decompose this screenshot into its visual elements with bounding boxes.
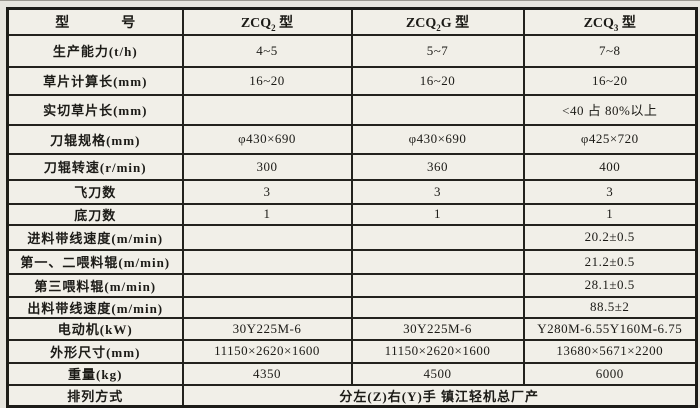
table-row: 实切草片长(mm) <40 占 80%以上 (6, 93, 698, 126)
value-cell (181, 93, 353, 126)
model-header-char-1: 型 (55, 15, 70, 31)
value-cell (350, 248, 525, 275)
value-cell: 300 (181, 152, 353, 181)
value-cell: 13680×5671×2200 (522, 338, 698, 364)
model-name: ZCQ (583, 15, 614, 31)
model-suffix: 型 (618, 15, 636, 31)
value-cell: 5~7 (350, 33, 525, 68)
value-cell (350, 272, 525, 298)
arrangement-value-cell: 分左(Z)右(Y)手 镇江轻机总厂产 (181, 383, 698, 407)
table-row: 底刀数 1 1 1 (6, 202, 698, 226)
row-label: 进料带线速度(m/min) (6, 223, 184, 251)
row-label: 外形尺寸(mm) (6, 338, 184, 364)
value-cell: 1 (522, 202, 698, 226)
value-cell: 7~8 (522, 33, 698, 68)
value-cell: 4~5 (181, 33, 353, 68)
model-suffix: 型 (275, 15, 294, 31)
row-label: 第三喂料辊(m/min) (6, 272, 184, 298)
model-name: ZCQ (405, 15, 437, 31)
model-header-title: 型 号 (11, 12, 180, 32)
scan-edge-line (0, 0, 700, 1)
value-cell (181, 295, 353, 319)
value-cell: 400 (522, 152, 698, 181)
model-name: ZCQ (240, 15, 272, 31)
value-cell: 16~20 (522, 65, 698, 96)
value-cell: 16~20 (350, 65, 525, 96)
row-label: 第一、二喂料辊(m/min) (6, 248, 184, 275)
model-subscript: 2 (436, 22, 441, 33)
column-header-zcq3: ZCQ3 型 (522, 7, 698, 36)
row-label: 生产能力(t/h) (6, 33, 184, 68)
value-cell: Y280M-6.55Y160M-6.75 (522, 316, 698, 341)
value-cell: 30Y225M-6 (181, 316, 353, 341)
table-row: 刀辊转速(r/min) 300 360 400 (6, 152, 698, 181)
value-cell: 21.2±0.5 (522, 248, 698, 275)
value-cell: 11150×2620×1600 (181, 338, 353, 364)
value-cell: 4500 (350, 361, 525, 386)
table-row: 重量(kg) 4350 4500 6000 (6, 361, 698, 386)
table-row: 出料带线速度(m/min) 88.5±2 (6, 295, 698, 319)
value-cell: 1 (181, 202, 353, 226)
row-label: 重量(kg) (6, 361, 184, 386)
model-suffix: G 型 (440, 15, 470, 31)
table-row: 外形尺寸(mm) 11150×2620×1600 11150×2620×1600 13… (6, 338, 698, 364)
value-cell (181, 223, 353, 251)
value-cell: 3 (522, 178, 698, 205)
row-label: 底刀数 (6, 202, 184, 226)
model-subscript: 2 (271, 22, 276, 33)
table-row: 第三喂料辊(m/min) 28.1±0.5 (6, 272, 698, 298)
value-cell: 3 (181, 178, 353, 205)
value-cell: 4350 (181, 361, 353, 386)
row-label: 出料带线速度(m/min) (6, 295, 184, 319)
table-row: 飞刀数 3 3 3 (6, 178, 698, 205)
value-cell: 3 (350, 178, 525, 205)
value-cell (350, 295, 525, 319)
value-cell: 28.1±0.5 (522, 272, 698, 298)
model-subscript: 3 (613, 22, 619, 33)
column-header-zcq2: ZCQ2 型 (181, 7, 353, 36)
row-label: 草片计算长(mm) (6, 65, 184, 96)
value-cell (181, 272, 353, 298)
value-cell: 30Y225M-6 (350, 316, 525, 341)
table-row: 草片计算长(mm) 16~20 16~20 16~20 (6, 65, 698, 96)
value-cell (350, 93, 525, 126)
value-cell: 11150×2620×1600 (350, 338, 525, 364)
table-row: 第一、二喂料辊(m/min) 21.2±0.5 (6, 248, 698, 275)
model-header-char-2: 号 (121, 15, 136, 31)
value-cell: 6000 (522, 361, 698, 386)
value-cell: φ430×690 (350, 123, 525, 155)
value-cell: 1 (350, 202, 525, 226)
table-row: 进料带线速度(m/min) 20.2±0.5 (6, 223, 698, 251)
table-footer-row: 排列方式 分左(Z)右(Y)手 镇江轻机总厂产 (6, 383, 698, 407)
value-cell (181, 248, 353, 275)
value-cell: 88.5±2 (522, 295, 698, 319)
row-label: 实切草片长(mm) (6, 93, 184, 126)
value-cell: 20.2±0.5 (522, 223, 698, 251)
row-label: 刀辊规格(mm) (6, 123, 184, 155)
table-row: 生产能力(t/h) 4~5 5~7 7~8 (6, 33, 698, 68)
row-label: 电动机(kW) (6, 316, 184, 341)
value-cell: <40 占 80%以上 (522, 93, 698, 126)
table-row: 刀辊规格(mm) φ430×690 φ430×690 φ425×720 (6, 123, 698, 155)
row-label: 刀辊转速(r/min) (6, 152, 184, 181)
value-cell: 16~20 (181, 65, 353, 96)
value-cell: 360 (350, 152, 525, 181)
value-cell: φ430×690 (181, 123, 353, 155)
value-cell: φ425×720 (522, 123, 698, 155)
column-header-zcq2g: ZCQ2G 型 (350, 7, 525, 36)
value-cell (350, 223, 525, 251)
spec-table: 型 号 ZCQ2 型 ZCQ2G 型 ZCQ3 型 生产能力(t/h) 4~5 5~… (6, 7, 698, 408)
row-label: 排列方式 (6, 383, 184, 407)
table-row: 电动机(kW) 30Y225M-6 30Y225M-6 Y280M-6.55Y160M… (6, 316, 698, 341)
row-label: 飞刀数 (6, 178, 184, 205)
model-header-label-cell: 型 号 (6, 7, 184, 36)
table-header-row: 型 号 ZCQ2 型 ZCQ2G 型 ZCQ3 型 (6, 7, 698, 36)
